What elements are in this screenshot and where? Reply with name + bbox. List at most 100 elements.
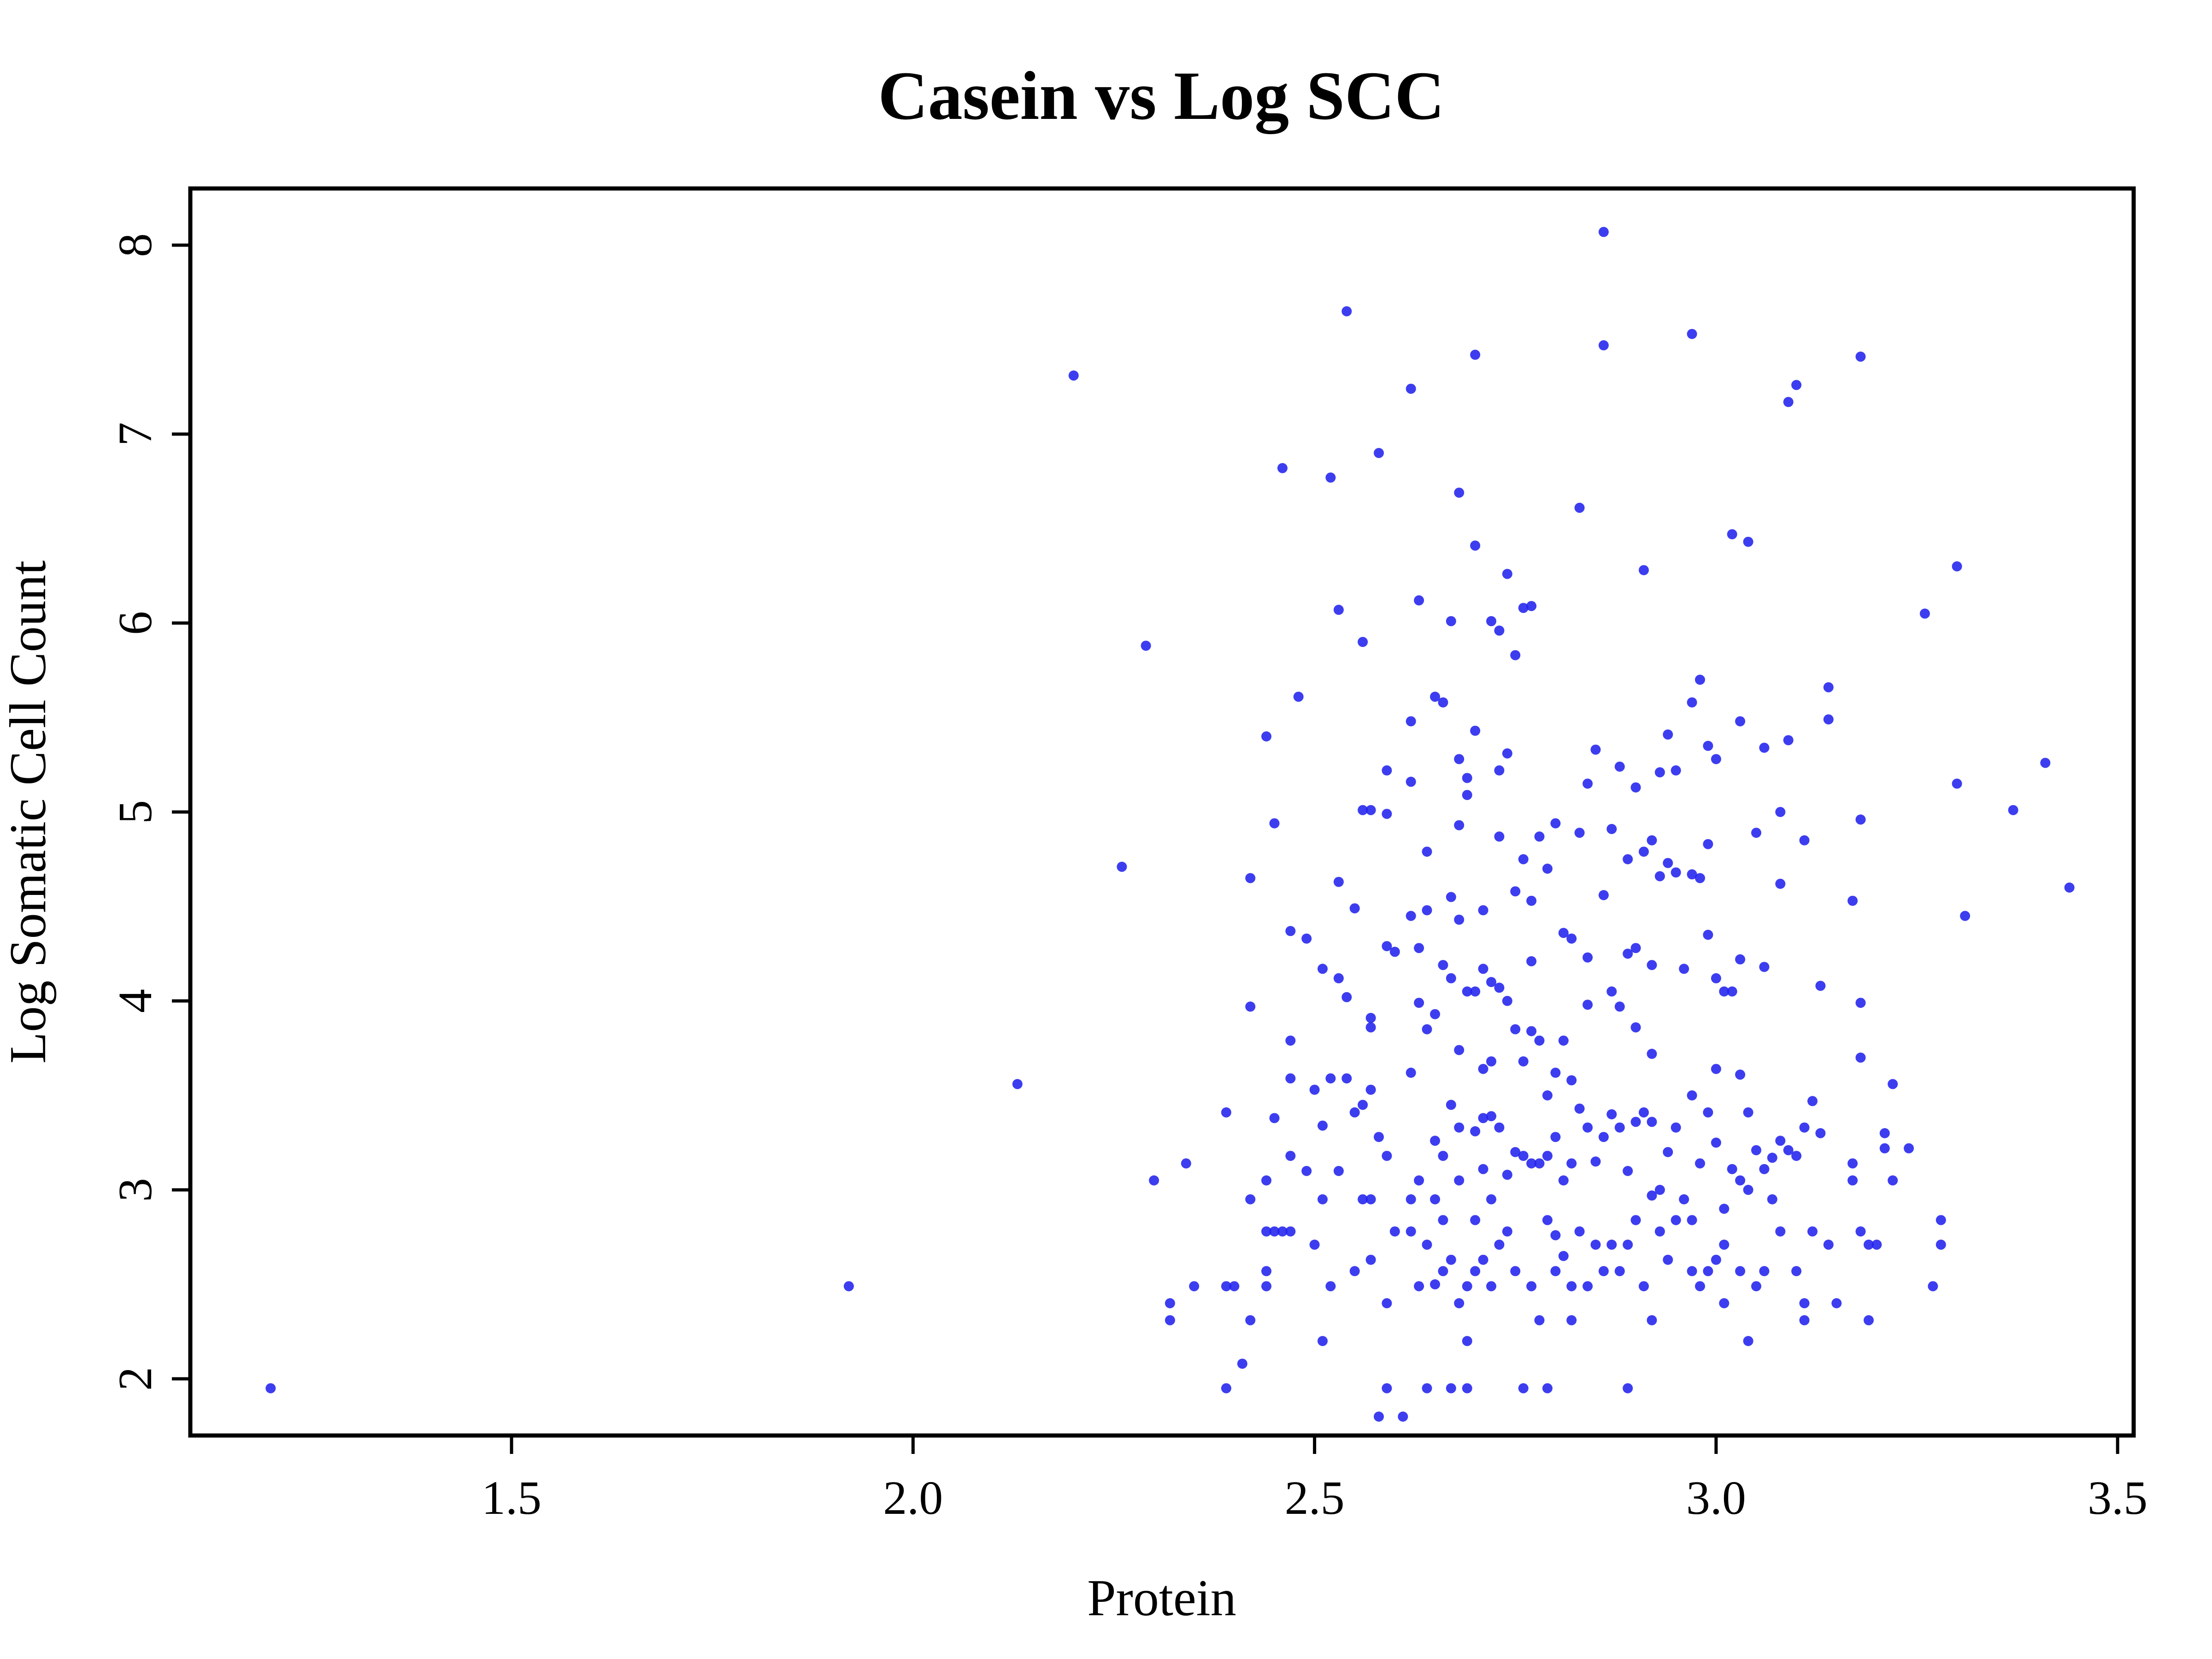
- data-point: [1526, 895, 1537, 906]
- data-point: [1888, 1175, 1898, 1186]
- data-point: [1446, 1383, 1456, 1394]
- data-point: [1590, 1239, 1601, 1250]
- data-point: [1502, 996, 1512, 1006]
- data-point: [1855, 1226, 1866, 1237]
- data-point: [1751, 1145, 1761, 1155]
- data-point: [1663, 858, 1673, 868]
- data-point: [1438, 1266, 1448, 1277]
- data-point: [1719, 1298, 1730, 1308]
- data-point: [1879, 1128, 1890, 1138]
- data-point: [1526, 1026, 1537, 1036]
- y-axis-label: Log Somatic Cell Count: [0, 560, 57, 1064]
- data-point: [1502, 748, 1512, 759]
- data-point: [1614, 1122, 1625, 1133]
- data-point: [1598, 340, 1609, 351]
- data-point: [1791, 380, 1802, 390]
- data-point: [1936, 1239, 1946, 1250]
- data-point: [1510, 1266, 1521, 1277]
- data-point: [1358, 805, 1368, 815]
- data-point: [1952, 778, 1962, 789]
- data-point: [1687, 1266, 1697, 1277]
- data-point: [1671, 1215, 1681, 1225]
- data-point: [1486, 1111, 1496, 1122]
- data-point: [1606, 986, 1617, 997]
- x-tick-label: 3.0: [1686, 1471, 1746, 1524]
- data-point: [1365, 1084, 1376, 1095]
- data-point: [1558, 1251, 1569, 1261]
- data-point: [1864, 1239, 1874, 1250]
- data-point: [1318, 1194, 1328, 1205]
- data-point: [1325, 1073, 1336, 1084]
- data-point: [1735, 1266, 1746, 1277]
- data-point: [1623, 1383, 1633, 1394]
- data-point: [1365, 1022, 1376, 1033]
- data-point: [1727, 986, 1737, 997]
- data-point: [1245, 873, 1256, 883]
- data-point: [1719, 1204, 1730, 1214]
- data-point: [1454, 488, 1465, 498]
- data-point: [1269, 1113, 1280, 1124]
- data-point: [1783, 397, 1794, 407]
- data-point: [1422, 847, 1432, 857]
- data-point: [1349, 1107, 1360, 1118]
- data-point: [1117, 861, 1127, 872]
- data-point: [1406, 716, 1416, 727]
- data-point: [1574, 1226, 1585, 1237]
- data-point: [1735, 1175, 1746, 1186]
- data-point: [1285, 1035, 1296, 1046]
- data-point: [1952, 561, 1962, 571]
- data-point: [1438, 1151, 1448, 1161]
- data-point: [1446, 973, 1456, 983]
- data-point: [1221, 1383, 1231, 1394]
- data-point: [1630, 782, 1641, 793]
- data-point: [1566, 1315, 1577, 1325]
- data-point: [1703, 741, 1713, 751]
- data-point: [1864, 1315, 1874, 1325]
- data-point: [1695, 1158, 1705, 1169]
- data-point: [1550, 818, 1561, 829]
- data-point: [1743, 536, 1753, 547]
- data-point: [1639, 1281, 1649, 1292]
- data-point: [1454, 820, 1465, 830]
- data-point: [1333, 1166, 1344, 1176]
- data-point: [1574, 828, 1585, 838]
- data-point: [1389, 947, 1400, 957]
- data-point: [1598, 1132, 1609, 1142]
- data-point: [1815, 1128, 1826, 1138]
- data-point: [1382, 1383, 1392, 1394]
- data-point: [1623, 1239, 1633, 1250]
- data-point: [1807, 1096, 1818, 1106]
- data-point: [1526, 1281, 1537, 1292]
- data-point: [1735, 1069, 1746, 1080]
- data-point: [1759, 1266, 1770, 1277]
- data-point: [1470, 1266, 1481, 1277]
- data-point: [1566, 933, 1577, 944]
- data-point: [1414, 943, 1424, 953]
- data-point: [1406, 1067, 1416, 1078]
- data-point: [1695, 873, 1705, 883]
- data-point: [1365, 805, 1376, 815]
- x-tick-label: 2.5: [1285, 1471, 1345, 1524]
- data-point: [1470, 540, 1481, 551]
- data-point: [1502, 1226, 1512, 1237]
- data-point: [1430, 691, 1440, 702]
- data-point: [1703, 930, 1713, 940]
- data-point: [1462, 1383, 1472, 1394]
- data-point: [1510, 650, 1521, 660]
- data-point: [1679, 964, 1689, 974]
- data-point: [1382, 809, 1392, 819]
- data-point: [1454, 1122, 1465, 1133]
- data-point: [1623, 1166, 1633, 1176]
- data-point: [1663, 1147, 1673, 1157]
- data-point: [1558, 1175, 1569, 1186]
- data-point: [1847, 1158, 1858, 1169]
- data-point: [1478, 905, 1488, 916]
- data-point: [1502, 569, 1512, 579]
- data-point: [1623, 854, 1633, 865]
- data-point: [1221, 1107, 1231, 1118]
- data-point: [1647, 1048, 1657, 1059]
- data-point: [1518, 1383, 1529, 1394]
- data-point: [1478, 964, 1488, 974]
- data-point: [1510, 886, 1521, 897]
